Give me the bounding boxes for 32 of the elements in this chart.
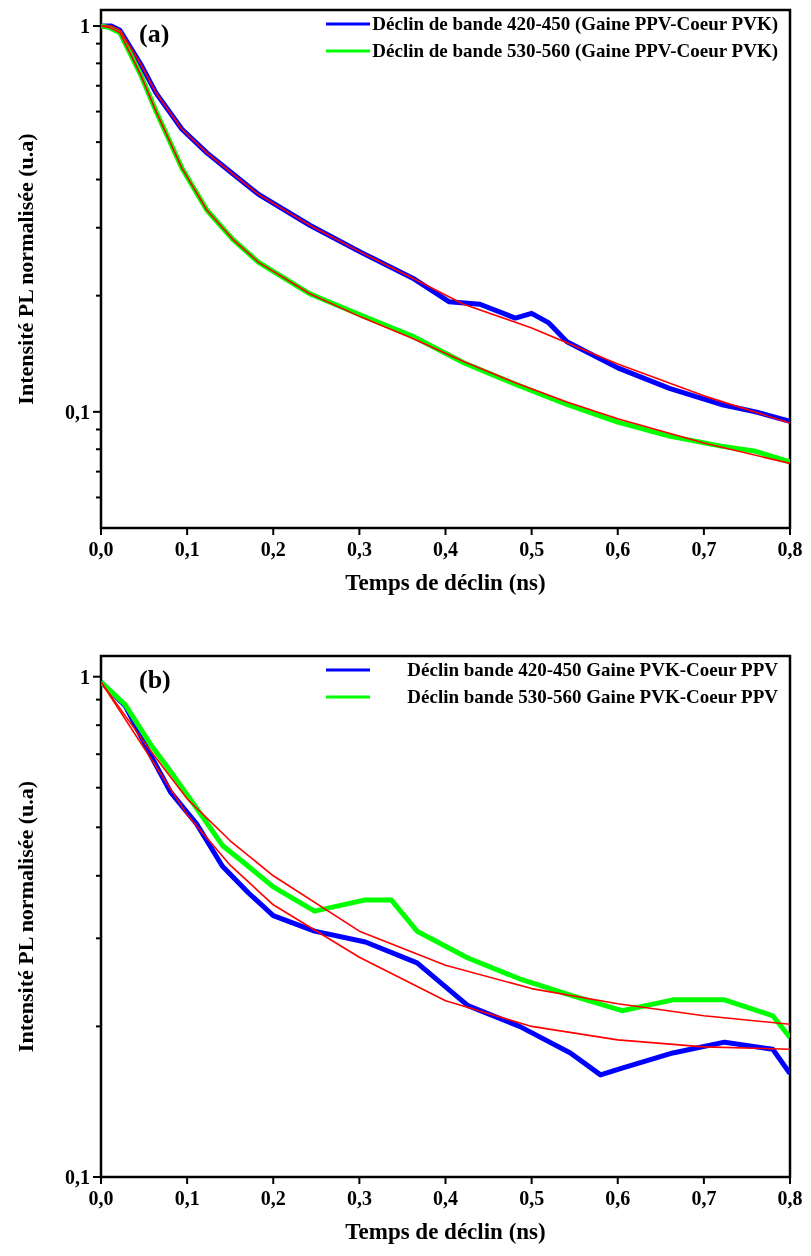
- y-tick-label: 0,1: [65, 1166, 90, 1188]
- legend-label: Déclin bande 530-560 Gaine PVK-Coeur PPV: [407, 686, 779, 707]
- legend-label: Déclin de bande 530-560 (Gaine PPV-Coeur PVK): [372, 40, 778, 62]
- y-axis-title: Intensité PL normalisée (u.a): [13, 780, 38, 1053]
- y-tick-label: 1: [80, 14, 90, 37]
- x-tick-label: 0,3: [346, 538, 372, 560]
- x-tick-label: 0,2: [260, 1187, 286, 1209]
- x-tick-label: 0,1: [174, 538, 200, 560]
- x-tick-label: 0,5: [519, 1187, 545, 1209]
- y-tick-label: 0,1: [65, 400, 90, 423]
- x-tick-label: 0,2: [260, 538, 286, 560]
- annotation: (a): [139, 19, 170, 48]
- x-tick-label: 0,6: [605, 1187, 631, 1209]
- x-tick-label: 0,6: [605, 538, 631, 560]
- legend-label: Déclin bande 420-450 Gaine PVK-Coeur PPV: [407, 659, 779, 680]
- x-tick-label: 0,8: [777, 1187, 803, 1209]
- x-tick-label: 0,7: [691, 538, 717, 560]
- x-axis-title: Temps de déclin (ns): [345, 1219, 546, 1244]
- x-tick-label: 0,0: [88, 538, 114, 560]
- x-tick-label: 0,0: [88, 1187, 114, 1209]
- x-tick-label: 0,4: [433, 1187, 458, 1209]
- x-tick-label: 0,5: [519, 538, 545, 560]
- x-tick-label: 0,8: [777, 538, 803, 560]
- x-axis-title: Temps de déclin (ns): [345, 570, 546, 595]
- x-tick-label: 0,3: [346, 1187, 372, 1209]
- x-tick-label: 0,4: [433, 538, 458, 560]
- legend-label: Déclin de bande 420-450 (Gaine PPV-Coeur PVK): [372, 13, 778, 35]
- y-tick-label: 1: [80, 665, 90, 688]
- x-tick-label: 0,1: [174, 1187, 200, 1209]
- annotation: (b): [139, 665, 171, 694]
- y-axis-title: Intensité PL normalisée (u.a): [13, 133, 38, 405]
- x-tick-label: 0,7: [691, 1187, 717, 1209]
